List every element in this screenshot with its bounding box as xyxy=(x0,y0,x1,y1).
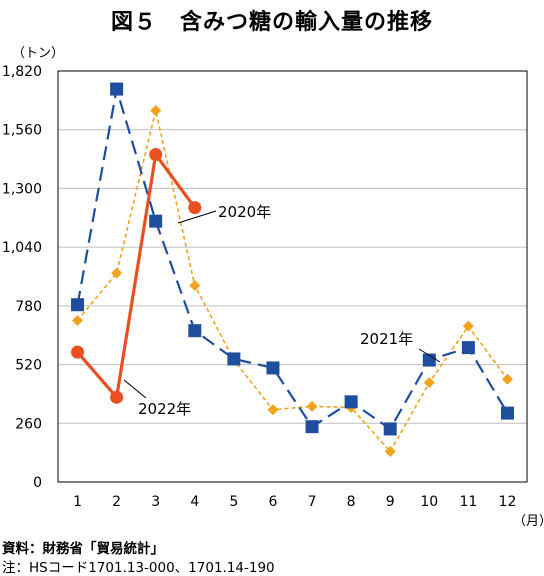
series-2021-point xyxy=(383,422,397,436)
annotation-leader xyxy=(177,210,217,224)
series-2021-line xyxy=(76,87,509,431)
series-2020-line xyxy=(76,152,197,399)
series-1-point xyxy=(189,280,201,292)
series-2020-point xyxy=(71,345,85,359)
x-tick-label: 7 xyxy=(308,494,317,510)
series-1-line xyxy=(76,109,509,453)
y-tick-label: 0 xyxy=(33,475,42,491)
series-1-point xyxy=(72,315,84,327)
y-axis-unit: （トン） xyxy=(12,46,65,61)
hs-code-note: 注：HSコード1701.13-000、1701.14-190 xyxy=(2,560,275,576)
x-axis-unit: （月） xyxy=(513,514,544,529)
series-2020-point xyxy=(149,148,163,162)
x-tick-label: 4 xyxy=(190,494,199,510)
series-1-point xyxy=(150,105,162,117)
x-tick-label: 12 xyxy=(499,494,517,510)
annotation-label: 2021年 xyxy=(360,330,413,348)
series-1-point xyxy=(267,404,279,416)
source-note: 資料：財務省「貿易統計」 xyxy=(2,541,164,557)
y-tick-label: 1,300 xyxy=(2,181,42,197)
y-tick-label: 780 xyxy=(15,299,42,315)
series-1-point xyxy=(501,373,513,385)
series-2021-point xyxy=(110,82,124,96)
annotation-label: 2022年 xyxy=(138,400,191,418)
x-tick-label: 2 xyxy=(112,494,121,510)
x-tick-label: 10 xyxy=(420,494,438,510)
series-1-point xyxy=(423,377,435,389)
series-2021-point xyxy=(305,420,319,434)
series-1-point xyxy=(462,320,474,332)
x-tick-label: 6 xyxy=(268,494,277,510)
series-2021-point xyxy=(188,324,202,338)
annotation-leader xyxy=(123,379,147,399)
y-tick-label: 1,040 xyxy=(2,240,42,256)
y-tick-label: 1,560 xyxy=(2,123,42,139)
x-tick-label: 3 xyxy=(151,494,160,510)
x-tick-label: 8 xyxy=(347,494,356,510)
series-2021-point xyxy=(227,352,241,366)
series-1-point xyxy=(306,400,318,412)
x-tick-label: 1 xyxy=(73,494,82,510)
plot-frame xyxy=(57,70,528,483)
series-2021-point xyxy=(461,341,475,355)
annotation-label: 2020年 xyxy=(218,203,271,221)
x-tick-label: 9 xyxy=(386,494,395,510)
series-2021-point xyxy=(266,361,280,375)
series-2021-point xyxy=(344,395,358,409)
series-2020-point xyxy=(110,390,124,404)
series-2020-point xyxy=(188,201,202,215)
series-1-point xyxy=(384,446,396,458)
x-tick-label: 5 xyxy=(229,494,238,510)
series-2021-point xyxy=(71,298,85,312)
y-tick-label: 520 xyxy=(15,358,42,374)
y-tick-label: 260 xyxy=(15,416,42,432)
series-2021-point xyxy=(500,406,514,420)
series-1-point xyxy=(111,267,123,279)
x-tick-label: 11 xyxy=(459,494,477,510)
y-tick-label: 1,820 xyxy=(2,64,42,80)
annotation-leader xyxy=(418,348,441,363)
chart-title: 図５ 含みつ糖の輸入量の推移 xyxy=(110,10,433,35)
series-2021-point xyxy=(149,214,163,228)
